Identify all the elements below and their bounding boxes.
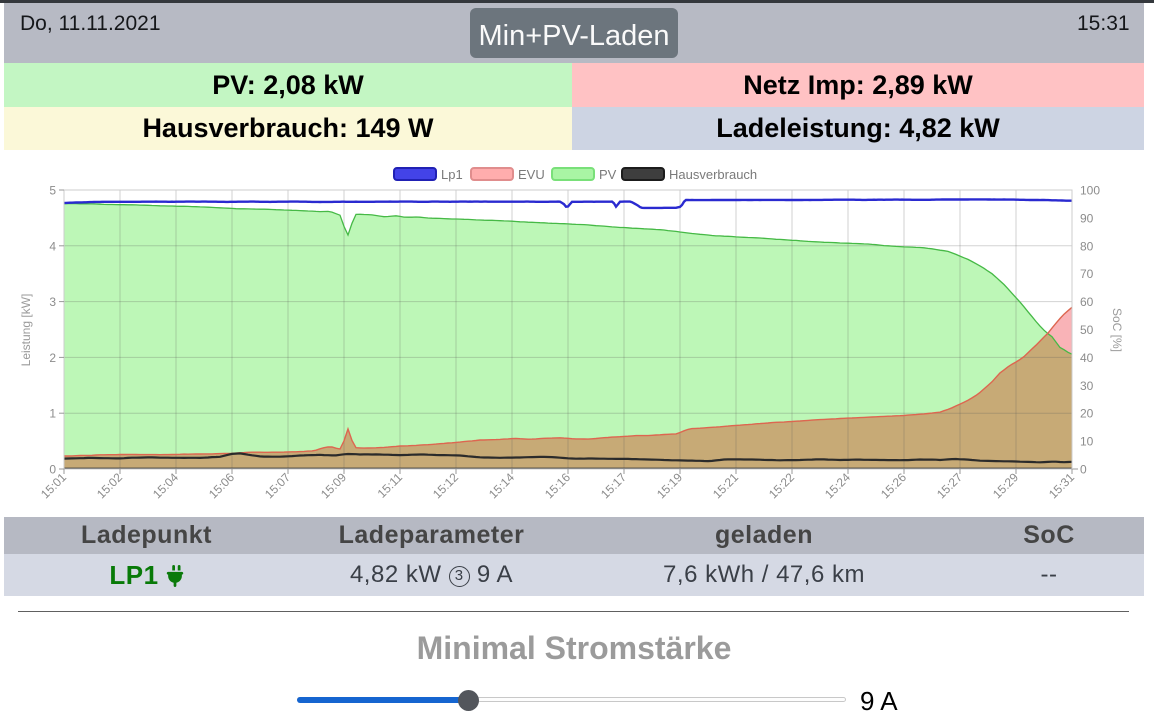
svg-text:15:29: 15:29 (990, 470, 1021, 501)
svg-text:15:26: 15:26 (878, 470, 909, 501)
svg-text:15:01: 15:01 (38, 470, 69, 501)
svg-text:3: 3 (49, 295, 56, 309)
svg-text:30: 30 (1080, 379, 1094, 393)
svg-text:SoC [%]: SoC [%] (1110, 308, 1124, 352)
svg-text:EVU: EVU (518, 167, 545, 182)
svg-text:15:14: 15:14 (486, 470, 517, 501)
svg-text:15:17: 15:17 (598, 470, 629, 501)
svg-text:40: 40 (1080, 351, 1094, 365)
svg-text:Hausverbrauch: Hausverbrauch (669, 167, 757, 182)
svg-text:15:04: 15:04 (150, 470, 181, 501)
svg-text:90: 90 (1080, 211, 1094, 225)
svg-text:50: 50 (1080, 323, 1094, 337)
svg-text:80: 80 (1080, 239, 1094, 253)
svg-text:0: 0 (1080, 463, 1087, 477)
svg-text:2: 2 (49, 351, 56, 365)
svg-text:0: 0 (49, 463, 56, 477)
svg-text:70: 70 (1080, 267, 1094, 281)
svg-text:15:07: 15:07 (262, 470, 293, 501)
svg-text:1: 1 (49, 407, 56, 421)
svg-text:Lp1: Lp1 (441, 167, 463, 182)
svg-text:4: 4 (49, 239, 56, 253)
svg-text:15:31: 15:31 (1046, 470, 1077, 501)
svg-text:15:24: 15:24 (822, 470, 853, 501)
svg-text:15:06: 15:06 (206, 470, 237, 501)
svg-text:15:02: 15:02 (94, 470, 125, 501)
svg-text:15:16: 15:16 (542, 470, 573, 501)
svg-text:15:12: 15:12 (430, 470, 461, 501)
svg-text:15:11: 15:11 (375, 470, 406, 501)
svg-text:15:22: 15:22 (766, 470, 797, 501)
svg-text:100: 100 (1080, 184, 1100, 198)
svg-text:15:19: 15:19 (654, 470, 685, 501)
svg-text:5: 5 (49, 184, 56, 198)
svg-text:15:21: 15:21 (710, 470, 741, 501)
svg-text:10: 10 (1080, 435, 1094, 449)
svg-text:PV: PV (599, 167, 617, 182)
svg-text:15:09: 15:09 (318, 470, 349, 501)
svg-text:60: 60 (1080, 295, 1094, 309)
svg-text:15:27: 15:27 (934, 470, 965, 501)
svg-text:20: 20 (1080, 407, 1094, 421)
svg-text:Leistung [kW]: Leistung [kW] (19, 294, 33, 367)
